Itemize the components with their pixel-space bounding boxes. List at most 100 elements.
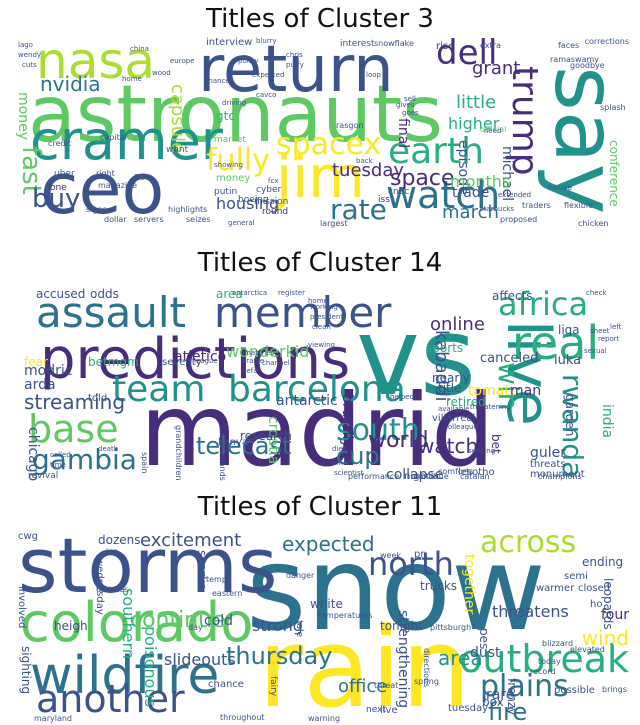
word-showing: showing: [214, 161, 243, 169]
word-interest: interest: [340, 39, 375, 49]
word-trade: trade: [452, 185, 490, 201]
word-chance: chance: [208, 679, 244, 690]
word-puffy: puffy: [286, 61, 304, 69]
word-oranje: oranje: [242, 357, 265, 365]
word-iss: iss: [378, 195, 390, 205]
word-rasgon: rasgon: [336, 121, 364, 130]
word-next: next: [366, 705, 386, 715]
word-together: together: [461, 554, 477, 615]
word-wood: wood: [152, 69, 171, 77]
word-rare: rare: [486, 687, 515, 703]
word-house: house: [548, 183, 573, 192]
word-excitement: excitement: [140, 530, 242, 551]
word-arda: arda: [24, 377, 56, 393]
word-sell: sell: [404, 95, 416, 103]
word-temps: temps: [206, 575, 232, 584]
word-watch: watch: [386, 173, 501, 217]
word-maryland: maryland: [34, 714, 72, 723]
word-affects: affects: [492, 289, 533, 303]
word-chicken: chicken: [578, 219, 609, 228]
word-office: office: [338, 676, 388, 697]
word-atletico: atletico: [174, 349, 227, 365]
word-gambia: gambia: [32, 443, 137, 476]
word-guler: guler: [530, 445, 567, 461]
word-involved: involved: [16, 586, 27, 629]
word-expected: expected: [252, 71, 285, 79]
word-threatens: threatens: [492, 602, 569, 621]
word-available: available: [438, 405, 470, 413]
word-collapse: collapse: [386, 467, 444, 482]
word-cramer: cramer: [30, 109, 224, 172]
word-canceled: canceled: [480, 351, 539, 366]
word-across: across: [480, 528, 577, 560]
word-elevated: elevated: [570, 645, 605, 654]
word-day: day: [188, 623, 203, 632]
word-north: north: [368, 545, 454, 583]
word-tuesday: tuesday: [448, 703, 489, 714]
word-catalan: catalan: [460, 472, 490, 481]
word-spring: spring: [414, 677, 439, 686]
word-cavco: cavco: [256, 91, 277, 99]
word-ceo: ceo: [40, 148, 165, 230]
word-league: league: [194, 357, 218, 365]
word-tonight: tonight: [380, 619, 423, 633]
word-plains: plains: [480, 669, 569, 704]
word-sighting: sighting: [19, 646, 33, 695]
word-goodbye: goodbye: [570, 61, 605, 70]
word-fear: fear: [24, 355, 48, 369]
word-kenya: kenya: [218, 437, 248, 448]
word-barcelona: barcelona: [228, 369, 406, 410]
word-clean: clean: [312, 323, 331, 331]
word-today: today: [538, 657, 561, 666]
word-astronauts: astronauts: [28, 70, 443, 160]
word-matches: matches: [244, 349, 275, 357]
word-team: team: [112, 369, 206, 410]
word-streaming: streaming: [24, 390, 126, 414]
word-return: return: [198, 36, 394, 107]
word-monument: monument: [530, 469, 585, 480]
word-dell: dell: [436, 36, 498, 73]
word-housing: housing: [216, 194, 280, 213]
word-policy: policy: [238, 57, 259, 65]
word-tuesday: tuesday: [332, 160, 405, 181]
word-want: want: [166, 145, 189, 155]
cluster-3-title: Titles of Cluster 3: [206, 4, 434, 34]
word-betmgm: betmgm: [88, 355, 139, 369]
word-week: week: [380, 551, 402, 560]
word-warmer: warmer: [536, 583, 575, 594]
word-general: general: [228, 219, 255, 227]
word-vs: vs: [356, 295, 477, 420]
word-back: back: [356, 157, 373, 165]
word-white: white: [310, 597, 343, 611]
word-blurry: blurry: [256, 37, 277, 45]
word-check: check: [586, 289, 607, 297]
word-money: money: [15, 92, 31, 140]
word-accused: accused: [36, 287, 86, 301]
word-antarctica: antarctica: [232, 289, 268, 297]
word-frenzy: frenzy: [505, 678, 519, 716]
word-fcx: fcx: [268, 177, 279, 185]
word-rate: rate: [330, 193, 387, 226]
word-lesotho: lesotho: [458, 467, 495, 478]
word-brings: brings: [602, 685, 627, 694]
word-capsule: capsule: [167, 84, 188, 154]
word-sheet: sheet: [590, 327, 610, 335]
word-called: called: [50, 451, 71, 459]
word-member: member: [214, 288, 392, 337]
word-threats: threats: [530, 459, 566, 470]
word-threat: threat: [374, 681, 399, 690]
word-extra: extra: [480, 41, 501, 50]
word-assault: assault: [36, 288, 186, 337]
word-wendy: wendy: [18, 51, 42, 59]
word-danger: danger: [286, 571, 315, 580]
word-scientist: scientist: [334, 469, 364, 477]
word-march: march: [442, 202, 499, 223]
word-eastern: eastern: [212, 589, 243, 598]
word-interview: interview: [206, 37, 253, 48]
word-told: told: [88, 393, 108, 404]
word-continue: continue: [130, 608, 226, 633]
word-pr: pr: [414, 549, 425, 560]
word-continue: continue: [414, 472, 449, 481]
cluster-14-wordcloud: madrid vs predictions live real assault member…: [10, 284, 630, 482]
word-nigeria: nigeria: [404, 471, 439, 482]
